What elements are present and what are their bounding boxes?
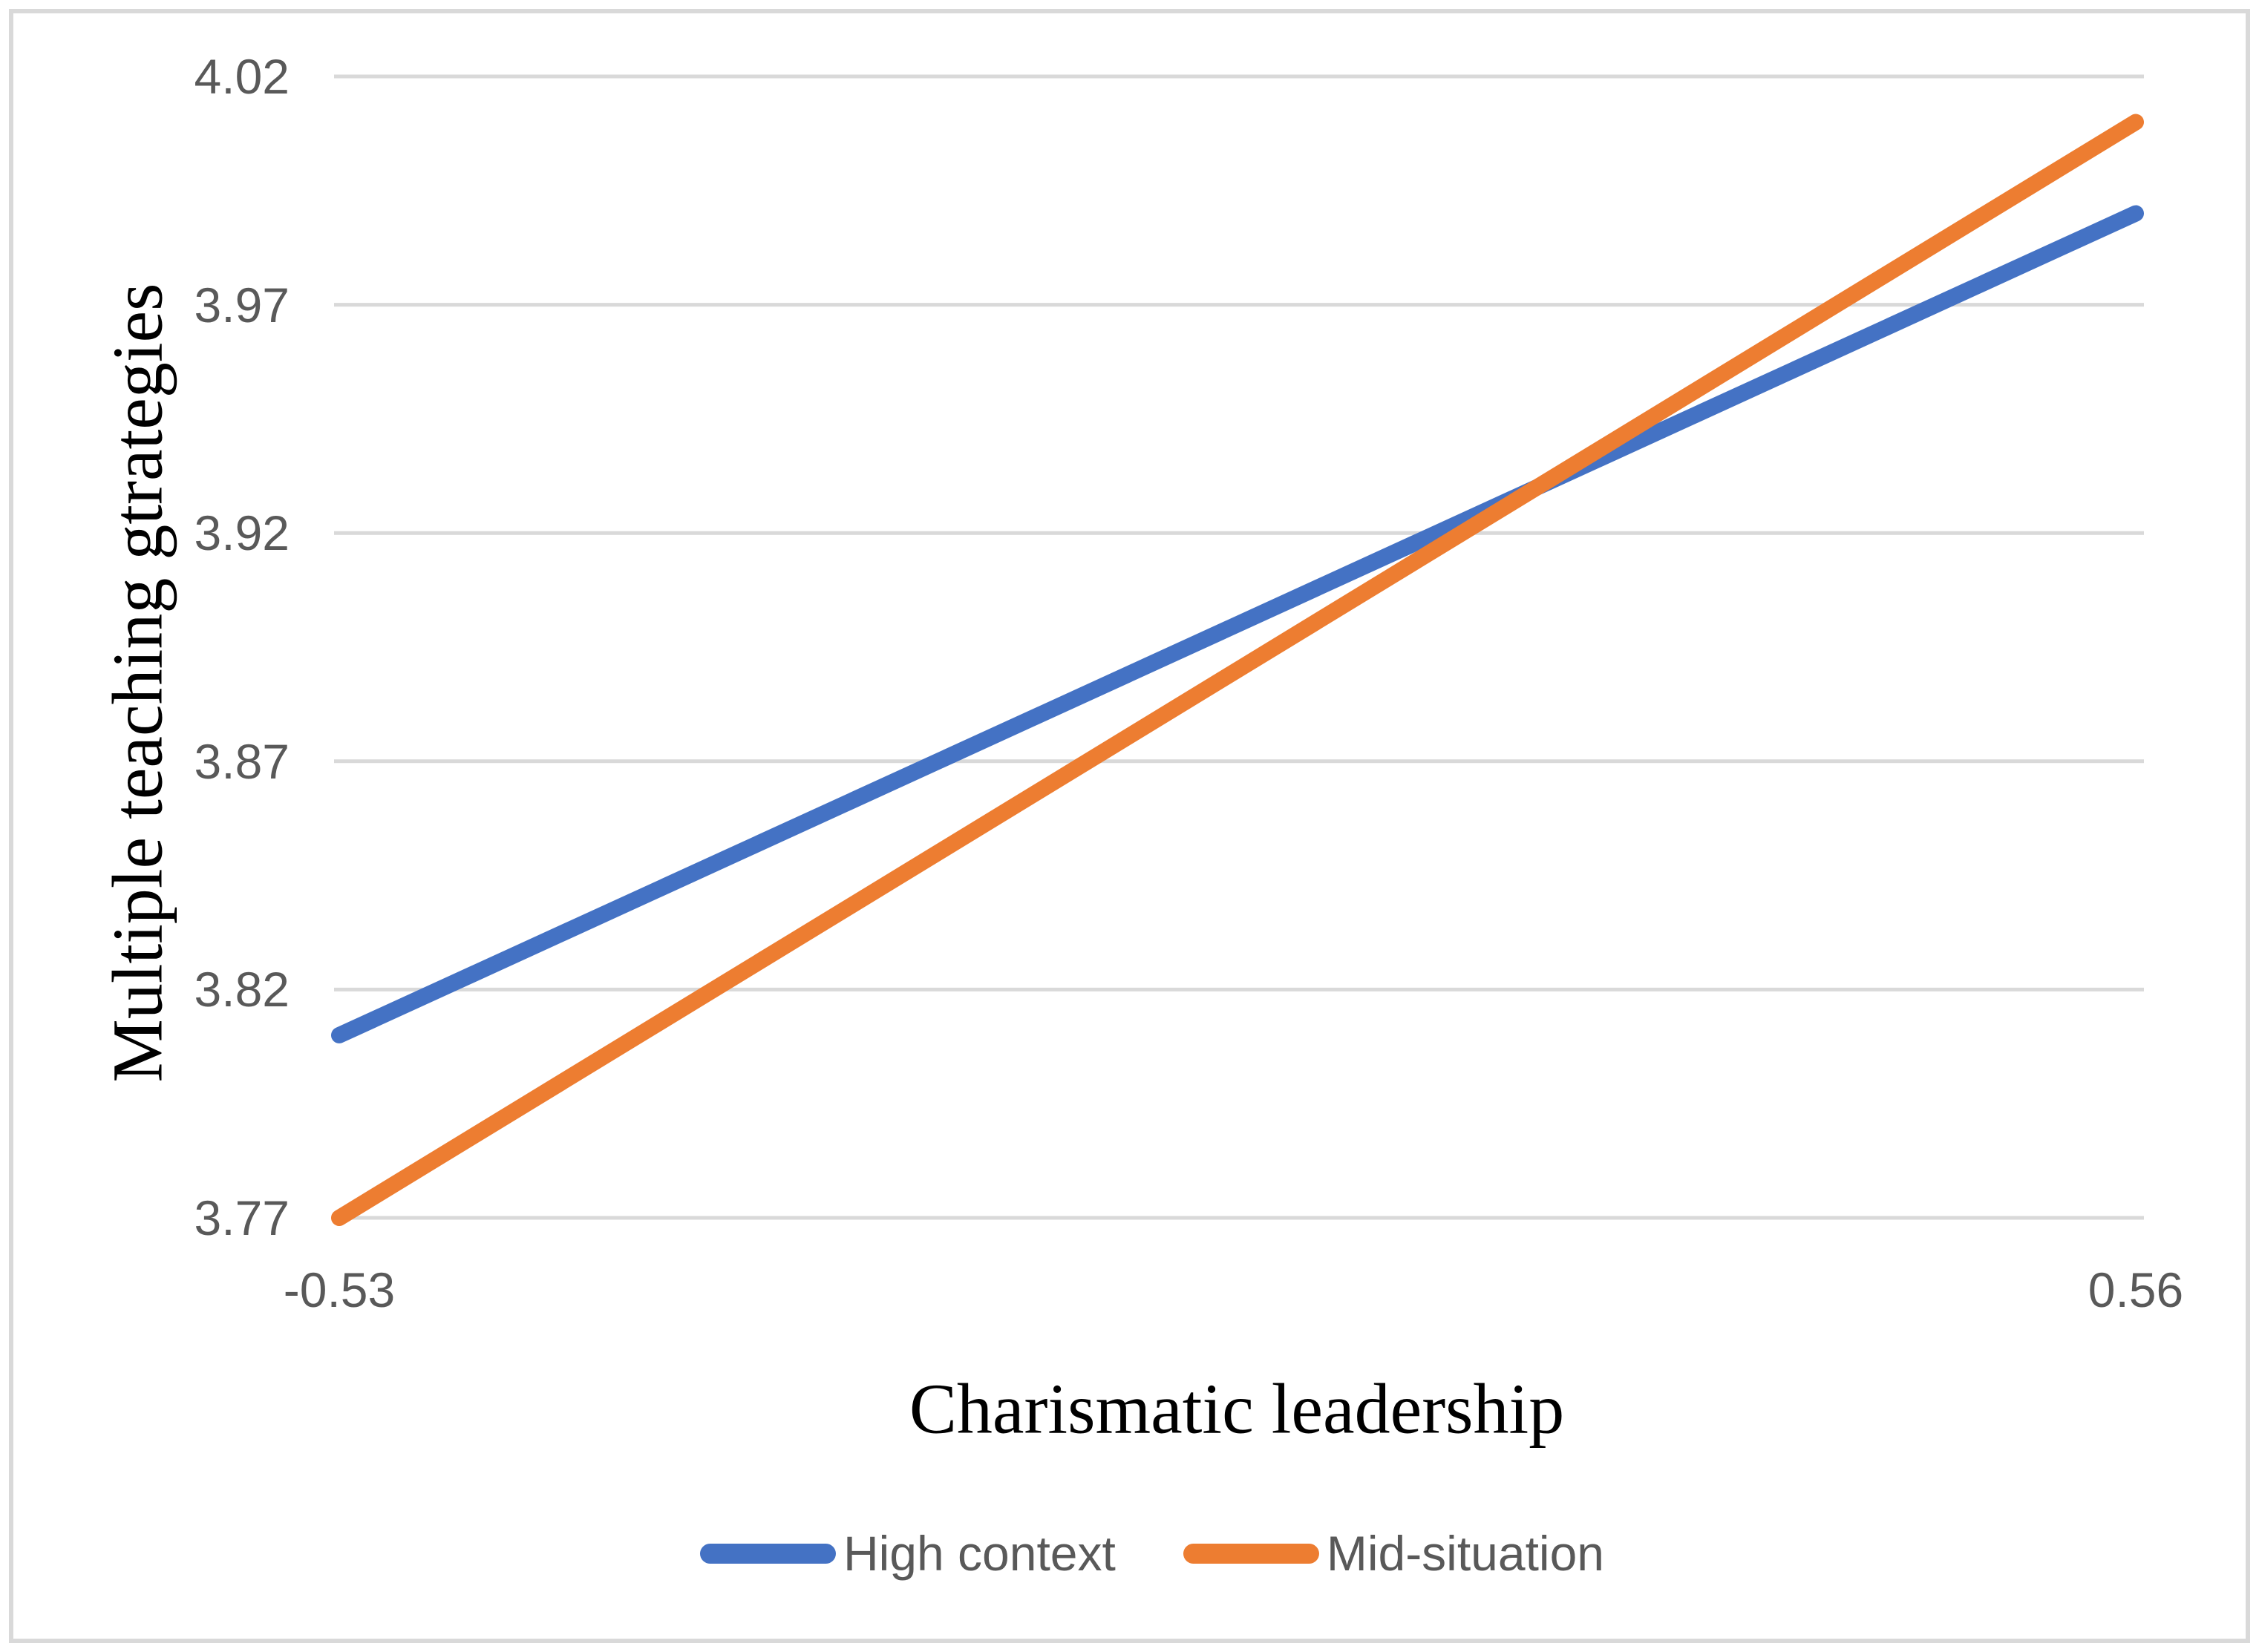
legend-item-mid-situation: Mid-situation (1183, 1525, 1604, 1581)
legend-swatch-high-context-icon (699, 1543, 836, 1564)
x-axis-title: Charismatic leadership (909, 1369, 1565, 1449)
legend-label-mid-situation: Mid-situation (1326, 1526, 1605, 1581)
y-tick-label: 3.92 (194, 505, 290, 561)
legend-swatch-mid-situation-icon (1183, 1543, 1319, 1564)
y-tick-label: 3.82 (194, 962, 290, 1017)
series-line-high-context (331, 205, 2144, 1043)
x-tick-label: -0.53 (283, 1262, 396, 1317)
series-line-mid-situation (331, 114, 2144, 1226)
x-tick-label: 0.56 (2088, 1262, 2184, 1317)
y-axis-title: Multiple teaching gtrategies (97, 283, 177, 1083)
y-tick-label: 3.77 (194, 1190, 290, 1245)
y-tick-label: 3.97 (194, 277, 290, 332)
gridlines (334, 74, 2144, 1220)
legend: High context Mid-situation (699, 1525, 1604, 1581)
legend-label-high-context: High context (843, 1526, 1116, 1581)
y-tick-label: 4.02 (194, 49, 290, 104)
y-tick-label: 3.87 (194, 733, 290, 789)
legend-item-high-context: High context (699, 1525, 1116, 1581)
